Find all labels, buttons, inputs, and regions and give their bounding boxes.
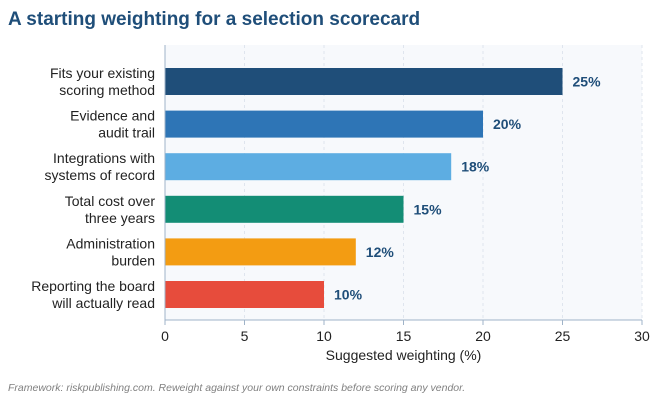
value-label: 25% (573, 74, 602, 90)
bar (165, 68, 563, 95)
bar (165, 153, 452, 181)
chart-title: A starting weighting for a selection sco… (8, 9, 421, 30)
x-tick-label: 15 (396, 328, 412, 344)
bar (165, 281, 324, 308)
category-label: Administration burden (66, 235, 155, 268)
category-label: Evidence and audit trail (70, 108, 155, 141)
x-tick-label: 10 (316, 328, 332, 344)
footnote: Framework: riskpublishing.com. Reweight … (8, 382, 466, 394)
bar (165, 238, 356, 266)
category-label: Total cost over three years (65, 193, 156, 226)
value-label: 15% (414, 201, 443, 217)
x-tick-label: 5 (241, 328, 249, 344)
category-label: Integrations with systems of record (45, 150, 155, 183)
x-tick-label: 25 (555, 328, 571, 344)
value-label: 10% (334, 287, 363, 303)
bar (165, 110, 483, 138)
x-tick-label: 0 (161, 328, 169, 344)
category-label: Reporting the board will actually read (31, 278, 155, 311)
x-axis-title: Suggested weighting (%) (326, 347, 482, 363)
bar (165, 195, 404, 223)
value-label: 20% (493, 116, 522, 132)
x-tick-label: 30 (634, 328, 650, 344)
x-tick-label: 20 (475, 328, 491, 344)
value-label: 12% (366, 244, 395, 260)
category-label: Fits your existing scoring method (50, 65, 155, 98)
value-label: 18% (461, 159, 490, 175)
